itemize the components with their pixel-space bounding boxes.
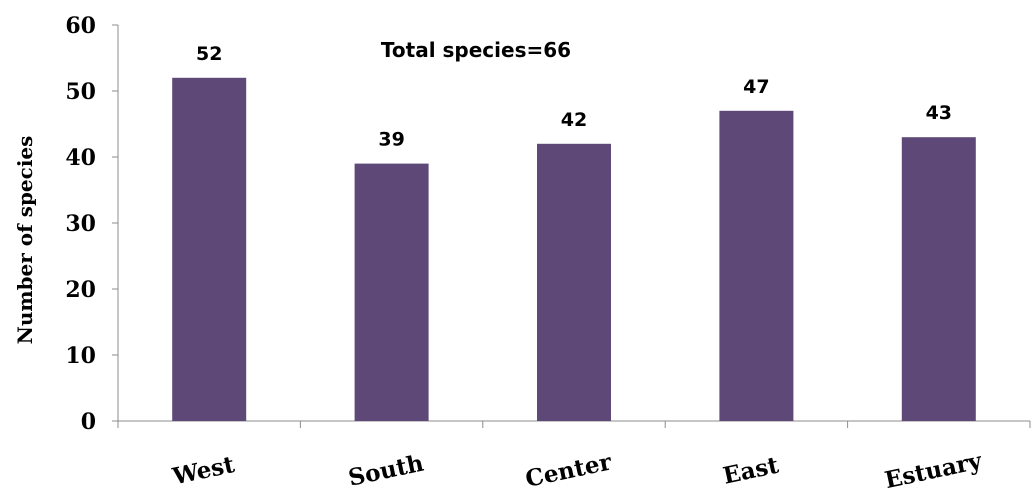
- data-label: 43: [926, 102, 952, 124]
- bar-east: [719, 110, 794, 422]
- data-labels: 52 39 42 47 43: [196, 43, 952, 151]
- y-axis: 0 10 20 30 40 50 60: [65, 13, 119, 435]
- x-tick-label: West: [169, 451, 237, 491]
- y-tick-label: 40: [65, 145, 96, 171]
- x-tick-label: Center: [523, 448, 615, 493]
- data-label: 47: [743, 76, 769, 98]
- data-label: 42: [561, 109, 587, 131]
- y-tick-label: 10: [65, 343, 96, 369]
- data-label: 52: [196, 43, 222, 65]
- y-tick-label: 60: [65, 13, 96, 39]
- total-species-annotation: Total species=66: [381, 38, 571, 62]
- y-tick-label: 30: [65, 211, 96, 237]
- x-axis: West South Center East Estuary: [117, 420, 1031, 494]
- bar-estuary: [901, 137, 976, 421]
- bar-west: [172, 77, 247, 422]
- x-tick-label: South: [346, 449, 426, 491]
- y-tick-label: 50: [65, 79, 96, 105]
- y-tick-label: 20: [65, 277, 96, 303]
- x-tick-label: Estuary: [882, 447, 984, 494]
- bars: [172, 77, 976, 422]
- bar-center: [537, 143, 611, 422]
- y-tick-label: 0: [81, 409, 96, 435]
- bar-south: [354, 163, 429, 421]
- data-label: 39: [378, 129, 404, 151]
- y-axis-label: Number of species: [13, 136, 37, 345]
- x-tick-label: East: [721, 452, 782, 490]
